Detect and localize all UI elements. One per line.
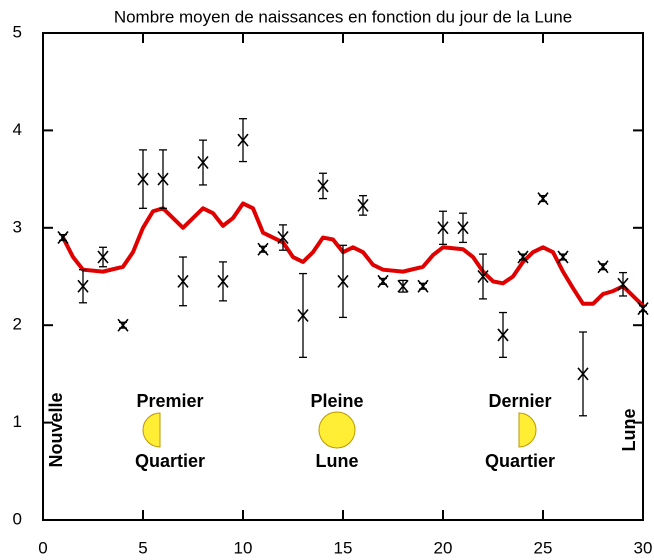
marker [337,274,349,288]
data-point [297,272,309,358]
annotation: Dernier [488,391,551,411]
data-point [437,210,449,246]
marker [357,198,369,212]
data-point [497,311,509,358]
first-quarter-moon [142,412,161,448]
y-tick-label: 5 [13,22,22,41]
data-point [337,244,349,319]
x-tick-label: 10 [234,538,253,557]
data-point [637,302,649,316]
data-point [537,192,549,206]
data-point [77,269,89,304]
data-point [457,212,469,244]
x-tick-label: 20 [434,538,453,557]
data-point [257,242,269,256]
annotation: Premier [136,391,203,411]
last-quarter-moon [518,412,537,448]
marker [517,250,529,264]
marker [117,318,129,332]
marker [597,260,609,274]
x-tick-label: 0 [38,538,47,557]
data-point [517,250,529,264]
data-point [217,261,229,302]
marker [137,172,149,186]
annotation: Quartier [135,451,205,471]
marker [217,274,229,288]
marker [237,133,249,147]
marker [77,279,89,293]
marker [457,221,469,235]
data-point [357,195,369,216]
marker [57,231,69,245]
data-point [57,231,69,245]
data-point [157,149,169,209]
data-point [577,331,589,417]
data-point [237,118,249,163]
marker [417,279,429,293]
marker [257,242,269,256]
y-tick-label: 4 [13,120,22,139]
data-point [417,279,429,293]
annotation: Quartier [485,451,555,471]
y-tick-label: 2 [13,315,22,334]
full-moon [318,411,356,449]
marker [497,328,509,342]
marker [437,221,449,235]
marker [317,179,329,193]
x-tick-label: 25 [534,538,553,557]
data-point [617,271,629,297]
data-point [477,253,489,300]
annotation: Pleine [310,391,363,411]
data-point [197,139,209,186]
marker [177,274,189,288]
data-point [177,256,189,307]
x-tick-label: 30 [634,538,653,557]
marker [297,308,309,322]
annotation: Lune [619,409,639,452]
x-tick-label: 15 [334,538,353,557]
marker [157,172,169,186]
data-point [117,318,129,332]
marker [477,269,489,284]
marker [577,367,589,381]
smooth-curve [61,201,645,308]
marker [277,231,289,245]
marker [97,250,109,264]
data-point [137,149,149,209]
data-point [97,246,109,268]
data-point [557,250,569,264]
data-point [377,274,389,288]
data-point [597,260,609,274]
annotation: Lune [316,451,359,471]
marker [397,279,409,293]
marker [197,156,209,170]
y-tick-label: 3 [13,217,22,236]
data-point [277,224,289,251]
marker [377,274,389,288]
annotation: Nouvelle [46,392,66,467]
marker [537,192,549,206]
y-tick-label: 0 [13,509,22,528]
chart-title: Nombre moyen de naissances en fonction d… [114,7,572,26]
marker [557,250,569,264]
marker [617,277,629,291]
x-tick-label: 5 [138,538,147,557]
y-tick-label: 1 [13,412,22,431]
marker [637,302,649,316]
data-point [397,279,409,293]
data-point [317,172,329,200]
